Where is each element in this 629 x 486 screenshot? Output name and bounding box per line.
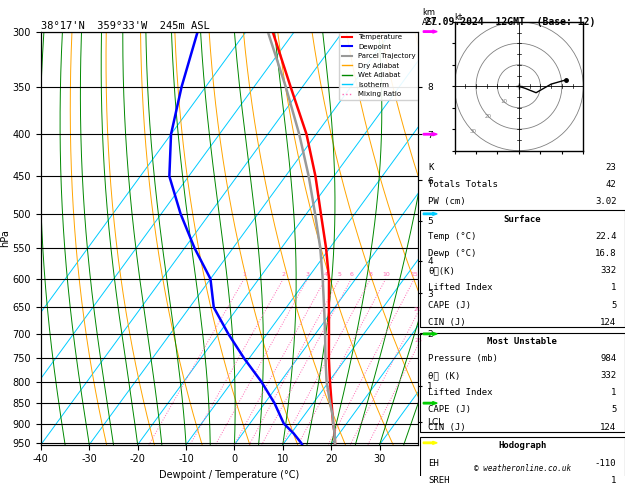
Text: 984: 984: [600, 354, 616, 363]
Text: 3: 3: [306, 272, 309, 277]
Text: 23: 23: [606, 163, 616, 172]
Text: 5: 5: [338, 272, 342, 277]
Text: Hodograph: Hodograph: [498, 441, 547, 451]
Text: 1: 1: [611, 283, 616, 292]
Text: Lifted Index: Lifted Index: [428, 388, 493, 397]
Text: 10: 10: [500, 99, 507, 104]
Text: 8: 8: [369, 272, 372, 277]
Text: 22.4: 22.4: [595, 232, 616, 241]
Text: -110: -110: [595, 459, 616, 468]
Text: 1: 1: [611, 476, 616, 485]
Text: CIN (J): CIN (J): [428, 318, 466, 327]
Y-axis label: hPa: hPa: [0, 229, 10, 247]
Text: CAPE (J): CAPE (J): [428, 300, 471, 310]
Text: 42: 42: [606, 180, 616, 189]
Text: K: K: [428, 163, 434, 172]
Text: θᴄ (K): θᴄ (K): [428, 371, 460, 380]
Text: 25: 25: [414, 338, 422, 343]
Text: 27.09.2024  12GMT  (Base: 12): 27.09.2024 12GMT (Base: 12): [425, 17, 595, 27]
Text: 332: 332: [600, 266, 616, 275]
Text: © weatheronline.co.uk: © weatheronline.co.uk: [474, 464, 571, 473]
Text: 38°17'N  359°33'W  245m ASL: 38°17'N 359°33'W 245m ASL: [41, 21, 209, 31]
Text: CIN (J): CIN (J): [428, 422, 466, 432]
Bar: [420, 437, 625, 486]
Legend: Temperature, Dewpoint, Parcel Trajectory, Dry Adiabat, Wet Adiabat, Isotherm, Mi: Temperature, Dewpoint, Parcel Trajectory…: [339, 32, 418, 100]
Text: 124: 124: [600, 422, 616, 432]
Text: Lifted Index: Lifted Index: [428, 283, 493, 292]
Text: 6: 6: [350, 272, 353, 277]
Text: 1: 1: [242, 272, 246, 277]
Text: SREH: SREH: [428, 476, 450, 485]
Text: θᴄ(K): θᴄ(K): [428, 266, 455, 275]
Text: kt: kt: [455, 13, 463, 22]
Text: 5: 5: [611, 300, 616, 310]
Text: 10: 10: [382, 272, 389, 277]
Text: 20: 20: [485, 114, 492, 119]
Text: 30: 30: [470, 129, 477, 134]
Text: CAPE (J): CAPE (J): [428, 405, 471, 415]
Text: 16.8: 16.8: [595, 249, 616, 258]
Text: EH: EH: [428, 459, 439, 468]
Text: Pressure (mb): Pressure (mb): [428, 354, 498, 363]
Text: 1: 1: [611, 388, 616, 397]
Text: 15: 15: [410, 272, 418, 277]
Text: 124: 124: [600, 318, 616, 327]
Text: Temp (°C): Temp (°C): [428, 232, 477, 241]
X-axis label: Dewpoint / Temperature (°C): Dewpoint / Temperature (°C): [160, 470, 299, 480]
Bar: [420, 332, 625, 432]
Text: 4: 4: [323, 272, 327, 277]
Text: km
ASL: km ASL: [422, 8, 438, 27]
Text: PW (cm): PW (cm): [428, 197, 466, 207]
Text: 3.02: 3.02: [595, 197, 616, 207]
Text: 332: 332: [600, 371, 616, 380]
Bar: [420, 210, 625, 328]
Text: 2: 2: [281, 272, 285, 277]
Text: 5: 5: [611, 405, 616, 415]
Text: 20: 20: [413, 307, 421, 312]
Text: Dewp (°C): Dewp (°C): [428, 249, 477, 258]
Text: Totals Totals: Totals Totals: [428, 180, 498, 189]
Text: Surface: Surface: [504, 215, 541, 224]
Text: Most Unstable: Most Unstable: [487, 337, 557, 346]
